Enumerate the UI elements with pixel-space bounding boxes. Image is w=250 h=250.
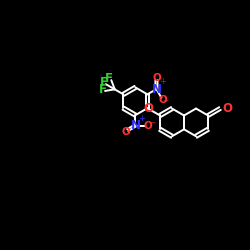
Text: +: + [138, 114, 145, 123]
Text: +: + [159, 78, 166, 86]
Text: O: O [143, 102, 153, 115]
Text: O: O [153, 73, 162, 83]
Text: F: F [100, 76, 108, 90]
Text: O: O [158, 95, 167, 105]
Text: O: O [143, 120, 152, 130]
Text: F: F [99, 83, 107, 96]
Text: O: O [222, 102, 232, 115]
Text: ⁻: ⁻ [162, 97, 168, 110]
Text: N: N [130, 119, 140, 132]
Text: ⁻: ⁻ [149, 119, 156, 132]
Text: O: O [122, 126, 130, 136]
Text: F: F [105, 72, 113, 86]
Text: N: N [152, 83, 162, 96]
